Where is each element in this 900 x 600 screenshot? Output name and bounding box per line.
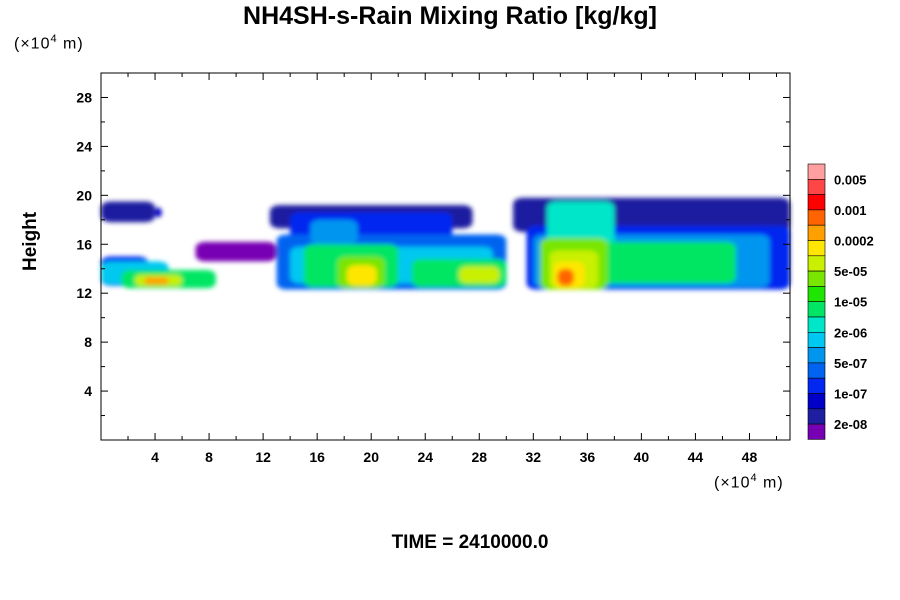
colorbar-swatch	[807, 194, 826, 211]
colorbar-swatch	[807, 179, 826, 195]
x-tick-label: 28	[471, 449, 487, 465]
colorbar-swatch	[807, 377, 826, 394]
colorbar-swatch	[807, 301, 826, 318]
y-tick-label: 8	[84, 334, 92, 350]
x-tick-label: 48	[742, 449, 758, 465]
mixing-ratio-field	[101, 197, 790, 290]
x-tick-label: 44	[688, 449, 704, 465]
x-tick-label: 32	[526, 449, 542, 465]
colorbar-label: 2e-08	[834, 417, 867, 432]
x-tick-label: 24	[417, 449, 433, 465]
x-tick-label: 16	[309, 449, 325, 465]
y-axis-unit: (×104 m)	[14, 33, 84, 53]
field-region	[101, 201, 156, 223]
field-region	[155, 207, 162, 218]
field-region	[144, 277, 169, 285]
colorbar-label: 5e-07	[834, 356, 867, 371]
x-tick-label: 40	[634, 449, 650, 465]
colorbar-swatch	[807, 209, 826, 226]
colorbar-label: 2e-06	[834, 325, 867, 340]
colorbar-swatch	[807, 423, 826, 440]
colorbar-swatch	[807, 240, 826, 257]
colorbar-label: 0.001	[834, 203, 867, 218]
colorbar-swatch	[807, 316, 826, 333]
field-region	[557, 268, 574, 286]
plot-frame	[100, 72, 791, 441]
colorbar-swatch	[807, 224, 826, 241]
colorbar-label: 1e-05	[834, 295, 867, 310]
y-tick-label: 4	[84, 383, 92, 399]
colorbar-label: 5e-05	[834, 264, 867, 279]
y-tick-label: 16	[76, 236, 92, 252]
field-region	[346, 265, 377, 286]
x-tick-label: 36	[580, 449, 596, 465]
colorbar-label: 1e-07	[834, 387, 867, 402]
colorbar-swatch	[807, 331, 826, 348]
x-axis-unit: (×104 m)	[714, 472, 784, 492]
colorbar-swatch	[807, 270, 826, 287]
colorbar-swatch	[807, 362, 826, 379]
chart-title: NH4SH-s-Rain Mixing Ratio [kg/kg]	[243, 2, 657, 30]
colorbar-swatch	[807, 255, 826, 272]
colorbar-swatch	[807, 163, 826, 180]
x-tick-label: 4	[151, 449, 159, 465]
x-tick-label: 8	[205, 449, 213, 465]
colorbar-swatch	[807, 393, 826, 410]
colorbar-swatch	[807, 286, 826, 302]
x-tick-label: 12	[255, 449, 271, 465]
colorbar-swatch	[807, 347, 826, 364]
colorbar-label: 0.0002	[834, 234, 874, 249]
time-label: TIME = 2410000.0	[391, 532, 549, 553]
y-tick-label: 12	[76, 285, 92, 301]
y-tick-label: 28	[76, 89, 92, 105]
field-region	[459, 266, 500, 284]
colorbar-label: 0.005	[834, 172, 867, 187]
colorbar-swatch	[807, 408, 826, 425]
y-tick-label: 24	[76, 138, 92, 154]
field-region	[195, 241, 277, 262]
y-tick-label: 20	[76, 187, 92, 203]
field-region	[310, 219, 358, 245]
x-tick-label: 20	[363, 449, 379, 465]
